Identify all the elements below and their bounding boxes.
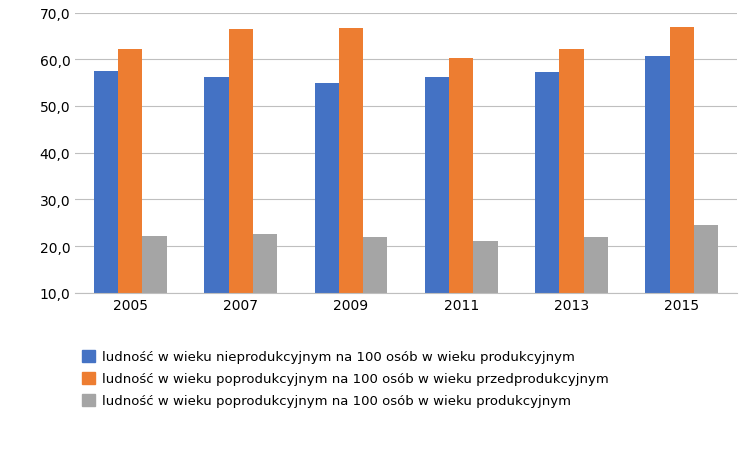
Bar xyxy=(94,72,118,293)
Bar xyxy=(670,28,694,293)
Bar xyxy=(535,73,559,293)
Bar xyxy=(694,226,718,293)
Bar xyxy=(205,78,229,293)
Legend: ludność w wieku nieprodukcyjnym na 100 osób w wieku produkcyjnym, ludność w wiek: ludność w wieku nieprodukcyjnym na 100 o… xyxy=(82,350,608,407)
Bar xyxy=(339,29,363,293)
Bar xyxy=(645,56,670,293)
Bar xyxy=(425,78,449,293)
Bar xyxy=(559,50,584,293)
Bar xyxy=(584,237,608,293)
Bar xyxy=(363,237,387,293)
Bar xyxy=(449,59,473,293)
Bar xyxy=(473,242,498,293)
Bar xyxy=(118,50,142,293)
Bar xyxy=(314,84,339,293)
Bar xyxy=(142,236,167,293)
Bar xyxy=(253,235,277,293)
Bar xyxy=(229,30,253,293)
